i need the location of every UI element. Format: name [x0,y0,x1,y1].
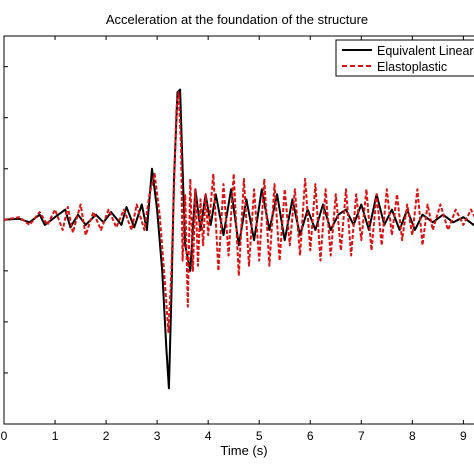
x-tick-label: 5 [256,429,263,443]
legend: Equivalent Linear Elastoplastic [335,39,474,77]
x-axis-label: Time (s) [220,443,267,458]
x-tick-label: 8 [409,429,416,443]
x-tick-label: 1 [52,429,59,443]
x-axis-ticks: 0 1 2 3 4 5 6 7 8 9 [1,36,467,443]
chart-title: Acceleration at the foundation of the st… [106,12,368,27]
series-layer [4,88,474,390]
plot-area [3,35,474,425]
x-tick-label: 2 [103,429,110,443]
series-line-equivalent-linear [4,88,474,390]
series-line-elastoplastic [4,91,474,334]
legend-box [335,39,474,77]
legend-label-equivalent-linear: Equivalent Linear [377,44,474,58]
x-tick-label: 0 [1,429,8,443]
x-tick-label: 7 [358,429,365,443]
x-tick-label: 9 [460,429,467,443]
x-tick-label: 6 [307,429,314,443]
legend-label-elastoplastic: Elastoplastic [377,60,447,74]
x-tick-label: 3 [154,429,161,443]
x-tick-label: 4 [205,429,212,443]
